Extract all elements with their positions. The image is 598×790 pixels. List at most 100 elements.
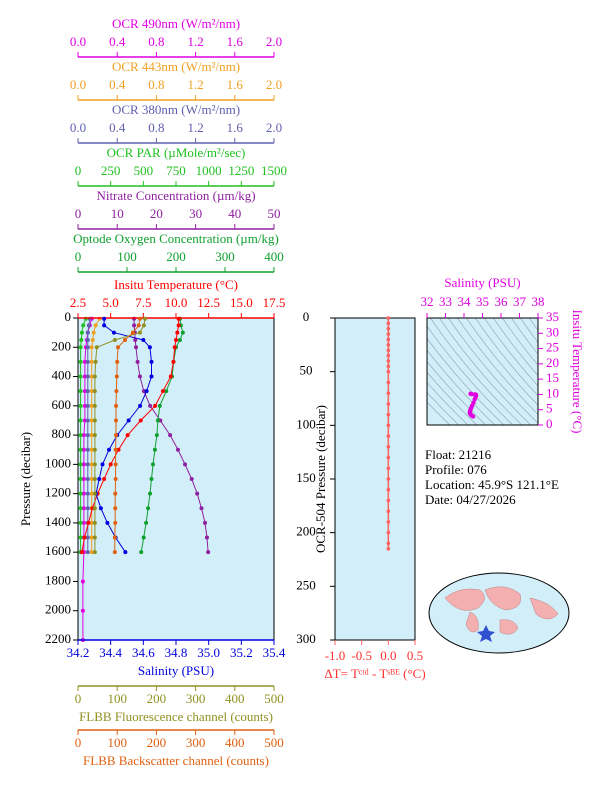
profile-point [92,462,97,467]
profile-point [174,337,178,342]
x-tick-label: 2.0 [266,77,282,92]
y-tick-label: 15 [546,370,559,385]
profile-point [171,359,176,364]
profile-point [78,359,83,364]
profile-point [78,389,83,394]
ts-point [470,414,476,419]
profile-point [126,418,131,423]
profile-point [89,433,94,438]
delta-point [386,380,391,385]
delta-point [386,364,391,369]
x-tick-label: 0.0 [70,120,86,135]
world-map [428,572,570,654]
profile-point [138,418,143,423]
profile-point [85,337,90,342]
contour [484,318,538,387]
profile-point [113,477,118,481]
x-tick-label: 1.6 [227,120,244,135]
profile-point [92,506,97,511]
profile-point [92,550,97,555]
delta-point [386,402,391,406]
x-tick-label: 34.8 [165,645,188,660]
profile-point [92,447,97,452]
x-tick-label: 0.0 [380,648,396,663]
x-tick-label: 750 [166,163,186,178]
profile-point [114,418,119,423]
delta-point [386,455,391,460]
contour [502,318,538,366]
y-tick-label: 10 [546,385,559,400]
profile-point [85,433,90,438]
profile-point [85,535,90,540]
profile-point [150,462,155,467]
profile-point [86,323,91,328]
profile-point [135,359,140,364]
float-info: Float: 21216 [425,447,492,462]
x-axis-title: OCR 380nm (W/m²/nm) [112,102,240,117]
profile-point [141,337,146,342]
profile-point [133,337,138,342]
y-axis-title: Pressure (decibar) [18,432,33,526]
profile-point [114,389,119,394]
profile-point [195,491,200,496]
x-tick-label: 35.4 [263,645,286,660]
profile-point [82,374,87,379]
x-tick-label: 2.0 [266,34,282,49]
x-tick-label: 5.0 [103,295,119,310]
profile-point [141,323,146,328]
profile-point [89,535,94,540]
profile-point [113,491,118,496]
delta-point [386,353,391,358]
x-axis-title: FLBB Backscatter channel (counts) [83,753,269,768]
x-tick-label: 34.6 [132,645,155,660]
delta-point [386,546,391,551]
profile-point [97,477,102,481]
contour [427,349,496,425]
x-tick-label: 0.4 [109,120,126,135]
profile-point [78,477,83,481]
contour [475,318,538,397]
profile-point [81,520,86,525]
x-tick-label: 12.5 [197,295,220,310]
contour [430,318,523,425]
y-tick-label: 150 [296,470,316,485]
profile-point [85,374,90,379]
contour [535,313,598,430]
y-tick-label: 2200 [45,631,71,646]
y-tick-label: 25 [546,340,559,355]
profile-point [93,359,98,364]
profile-point [130,330,135,335]
profile-point [82,535,87,540]
x-tick-label: 0 [75,249,82,264]
delta-point [386,466,391,471]
contour [427,401,451,425]
profile-point [157,403,162,408]
profile-point [137,374,142,379]
x-tick-label: 1.6 [227,77,244,92]
x-tick-label: 0.0 [70,77,86,92]
profile-point [91,330,96,335]
profile-point [102,316,107,321]
x-tick-label: 35 [476,294,489,309]
profile-point [148,491,153,496]
profile-point [81,323,86,328]
profile-point [102,323,107,328]
x-tick-label: 1500 [261,163,287,178]
x-tick-label: 400 [225,735,245,750]
profile-point [134,345,139,350]
profile-point [107,447,112,452]
profile-point [81,433,86,438]
x-tick-label: 200 [147,735,167,750]
profile-point [168,374,173,379]
y-tick-label: 200 [296,524,316,539]
profile-point [147,345,152,350]
profile-point [92,389,97,394]
profile-point [113,447,118,452]
profile-point [98,506,103,511]
y-tick-label: 250 [296,577,316,592]
y-tick-label: 1000 [45,455,71,470]
profile-point [111,330,116,335]
profile-point [139,550,144,555]
profile-point [112,550,117,555]
profile-point [92,403,97,408]
